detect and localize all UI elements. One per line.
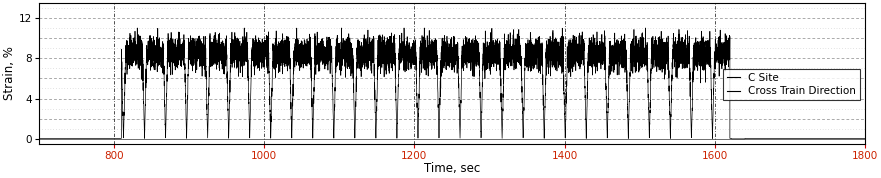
Legend: C Site, Cross Train Direction: C Site, Cross Train Direction (722, 69, 860, 100)
X-axis label: Time, sec: Time, sec (424, 162, 480, 175)
Y-axis label: Strain, %: Strain, % (3, 46, 16, 100)
